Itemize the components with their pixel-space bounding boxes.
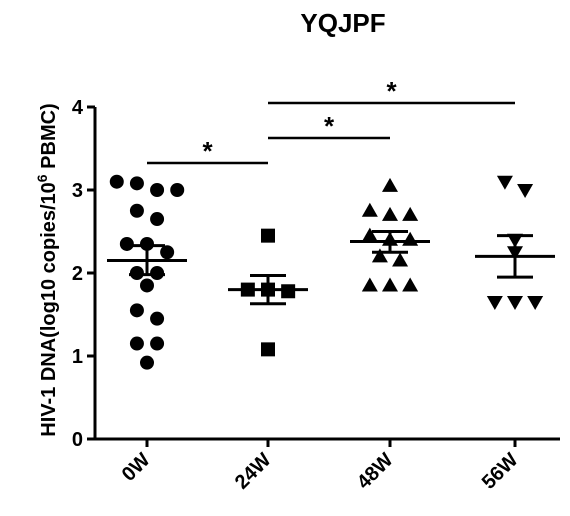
y-tick-label: 0 — [72, 429, 83, 451]
24W-point — [281, 284, 296, 299]
0W-point — [129, 336, 144, 351]
0W-point — [150, 311, 165, 326]
48W-point — [402, 206, 419, 221]
48W-point — [402, 231, 419, 246]
56W-point — [507, 296, 523, 311]
48W-point — [361, 277, 378, 292]
48W-point — [371, 248, 388, 263]
y-tick-label: 2 — [72, 263, 83, 285]
x-tick-label: 48W — [353, 449, 398, 494]
x-tick-label: 0W — [118, 449, 155, 486]
y-tick-label: 4 — [72, 97, 84, 119]
0W-point — [140, 355, 154, 370]
56W-point — [527, 296, 544, 311]
y-axis-label-unit: PBMC) — [38, 103, 60, 174]
56W-point — [496, 175, 513, 190]
0W-point — [109, 174, 124, 189]
chart-title: YQJPF — [300, 8, 385, 38]
48W-point — [392, 252, 409, 267]
significance-brackets: * * * — [147, 76, 515, 166]
x-tick-label: 24W — [231, 449, 276, 494]
y-tick-label: 1 — [72, 346, 83, 368]
48W-point — [361, 227, 378, 242]
0W-point — [150, 266, 165, 280]
y-axis-label-exponent: 6 — [34, 174, 50, 182]
0W-point — [129, 266, 144, 280]
y-axis-label: HIV-1 DNA(log10 copies/106 PBMC) — [34, 103, 60, 436]
48W-point — [382, 177, 398, 192]
mean-sem-bars — [107, 230, 555, 306]
significance-label: * — [386, 76, 397, 106]
48W-point — [382, 277, 398, 292]
0W-point — [129, 303, 144, 318]
0W-point — [140, 236, 154, 251]
0W-point — [160, 245, 175, 260]
0W-point — [150, 336, 165, 351]
48W-point — [361, 202, 378, 217]
significance-label: * — [202, 136, 213, 166]
y-axis-label-main: HIV-1 DNA(log10 copies/10 — [38, 182, 60, 437]
56W-point — [517, 184, 534, 198]
significance-label: * — [324, 111, 335, 141]
24W-point — [261, 342, 275, 357]
48W-point — [382, 206, 398, 221]
48W-point — [402, 277, 419, 292]
data-points — [109, 174, 544, 370]
axes: 0 1 2 3 4 0W 24W 48W 56W — [72, 97, 560, 494]
0W-point — [119, 236, 134, 251]
0W-point — [150, 183, 165, 197]
0W-point — [170, 183, 185, 197]
24W-point — [261, 228, 275, 243]
0W-point — [140, 278, 154, 293]
0W-point — [129, 176, 144, 191]
0W-point — [129, 203, 144, 218]
y-tick-label: 3 — [72, 180, 83, 202]
0W-point — [150, 212, 165, 227]
x-tick-label: 56W — [478, 449, 523, 494]
56W-point — [486, 296, 503, 311]
